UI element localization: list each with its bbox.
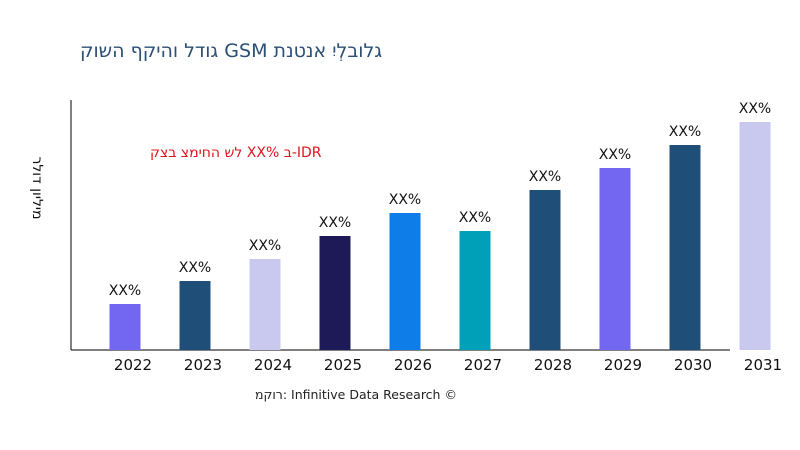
- bar-2030: [669, 145, 701, 350]
- x-tick-2029: 2029: [604, 356, 642, 374]
- bar-2025: [319, 236, 351, 350]
- cagr-annotation: לש החימצ בצק XX% ב-IDR: [150, 145, 322, 161]
- bar-2023: [179, 281, 211, 350]
- data-label-2029: XX%: [599, 147, 631, 163]
- x-tick-2031: 2031: [744, 356, 782, 374]
- x-tick-2022: 2022: [114, 356, 152, 374]
- x-tick-2025: 2025: [324, 356, 362, 374]
- data-label-2023: XX%: [179, 260, 211, 276]
- data-label-2030: XX%: [669, 124, 701, 140]
- x-tick-2023: 2023: [184, 356, 222, 374]
- data-label-2031: XX%: [739, 101, 771, 117]
- chart-title: קושה ףקיהו לדוג GSM תנטנא יִלְבולג: [80, 40, 383, 62]
- data-label-2028: XX%: [529, 169, 561, 185]
- x-tick-2026: 2026: [394, 356, 432, 374]
- bar-2027: [459, 231, 491, 350]
- x-tick-2028: 2028: [534, 356, 572, 374]
- bar-2026: [389, 213, 421, 350]
- bar-2031: [739, 122, 771, 350]
- bar-2022: [109, 304, 141, 350]
- bar-2028: [529, 190, 561, 350]
- source-credit: רוקמ: Infinitive Data Research ©: [255, 387, 457, 402]
- x-tick-2024: 2024: [254, 356, 292, 374]
- x-tick-2030: 2030: [674, 356, 712, 374]
- bar-2029: [599, 168, 631, 350]
- data-label-2025: XX%: [319, 215, 351, 231]
- data-label-2024: XX%: [249, 238, 281, 254]
- data-label-2027: XX%: [459, 210, 491, 226]
- data-label-2022: XX%: [109, 283, 141, 299]
- x-tick-2027: 2027: [464, 356, 502, 374]
- bar-2024: [249, 259, 281, 350]
- data-label-2026: XX%: [389, 192, 421, 208]
